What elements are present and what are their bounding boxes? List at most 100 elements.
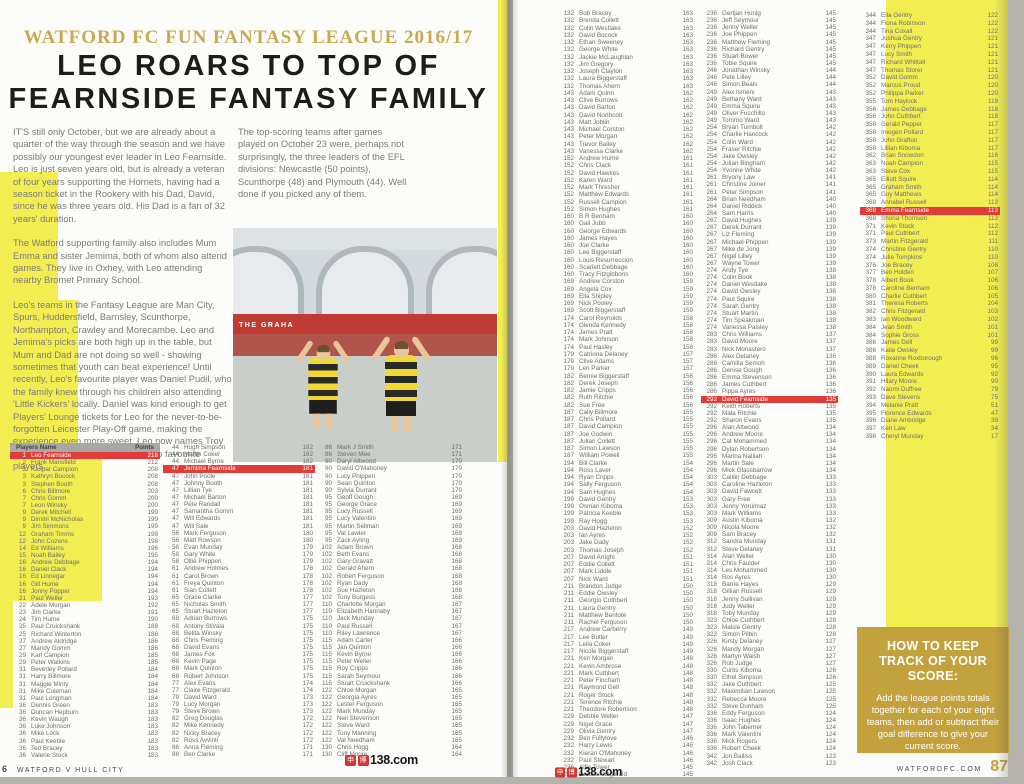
player-name: Chris Pollard (579, 416, 616, 423)
points: 199 (147, 509, 158, 517)
player-name: Barrie Hayes (722, 581, 759, 589)
rank: 160 (563, 227, 574, 235)
points: 145 (825, 38, 836, 46)
points: 137 (825, 345, 836, 353)
table-row: 21 Paul Weller 193 (10, 595, 160, 602)
player-name: Bryony Law (722, 174, 755, 182)
table-row: 267 Mike de Jong 139 (701, 246, 838, 253)
points: 138 (825, 309, 836, 317)
points: 157 (682, 350, 693, 358)
player-name: Florence Edwards (881, 409, 932, 417)
player-name: Mark J Smith (337, 444, 374, 451)
table-row: 110 Jack Munday 167 (316, 615, 464, 622)
player-name: David O'Mahoney (337, 465, 387, 473)
player-name: Karen Ward (579, 176, 613, 184)
table-row: 143 Michael Corston 162 (558, 126, 695, 133)
table-row: 16 Daniel Clack 194 (10, 566, 160, 573)
points: 158 (682, 321, 693, 329)
league-table-col-4: 132 Bob Bracey 163 132 Brenda Collett 163 132 C… (558, 10, 695, 779)
points: 181 (302, 515, 313, 523)
points: 133 (825, 474, 836, 482)
rank: 61 (171, 586, 179, 594)
table-row: 9 Derek Mitchell 199 (10, 509, 160, 516)
points: 165 (451, 722, 462, 730)
table-row: 274 Andy Tye 138 (701, 267, 838, 274)
rank: 203 (563, 546, 574, 554)
rank: 132 (563, 75, 574, 83)
points: 133 (825, 502, 836, 510)
table-row: 199 Patricia Keeble 153 (558, 510, 695, 517)
points: 139 (825, 245, 836, 253)
rank: 381 (865, 300, 876, 308)
points: 133 (825, 509, 836, 517)
player-name: Tommo Ward (722, 117, 760, 125)
player-name: Lee Butler (579, 633, 608, 641)
rank: 312 (706, 538, 717, 546)
article-paragraph: IT'S still only October, but we are alre… (13, 127, 227, 224)
sponsor-138-logo: 申 博 138.com (345, 753, 418, 767)
rank: 61 (171, 579, 179, 587)
player-name: Daniel Riddick (722, 202, 763, 210)
points: 121 (987, 66, 998, 74)
player-name: Martin Sellman (337, 522, 379, 530)
player-name: Brian Snowdon (881, 152, 924, 160)
table-row: 187 William Powell 155 (558, 452, 695, 459)
player-name: Nigel Lilley (722, 252, 753, 260)
player-name: Ethel Simpson (722, 674, 763, 682)
rank: 143 (563, 140, 574, 148)
points: 183 (147, 751, 158, 759)
points: 130 (825, 574, 836, 582)
table-row: 383 Ian Woodward 102 (860, 316, 1000, 324)
player-name: Alfie Tower (579, 764, 610, 771)
rank: 82 (171, 736, 179, 744)
rank: 296 (706, 445, 717, 453)
player-name: Russell Campion (579, 198, 627, 206)
table-row: 363 Steve Cox 115 (860, 168, 1000, 176)
rank: 211 (563, 597, 574, 605)
player-name: Katie Owsley (881, 347, 918, 355)
points: 132 (825, 524, 836, 532)
table-row: 267 Liz Fleming 139 (701, 231, 838, 238)
player-name: Will Sale (184, 522, 209, 530)
player-name: Daniel Clack (31, 566, 67, 574)
headline-line1: LEO ROARS TO TOP OF (57, 50, 440, 82)
player-name: Clive Adams (579, 358, 614, 365)
table-row: 160 Gail Jubb 160 (558, 220, 695, 227)
table-row: 296 Andrew Moore 134 (701, 431, 838, 438)
player-name: Ian Woodward (881, 316, 922, 324)
points: 163 (682, 68, 693, 75)
rank: 356 (865, 113, 876, 121)
points: 152 (682, 546, 693, 554)
rank: 221 (563, 677, 574, 684)
player-name: David Ward (184, 693, 217, 701)
rank: 303 (706, 474, 717, 482)
points: 162 (682, 140, 693, 148)
table-row: 182 Derek Joseph 156 (558, 380, 695, 387)
table-row: 68 Antony Stivala 175 (163, 623, 315, 630)
rank: 152 (563, 191, 574, 199)
player-name: John Poole (184, 472, 216, 480)
rank: 152 (563, 198, 574, 206)
points: 175 (302, 615, 313, 623)
player-name: Simon Lawson (579, 445, 621, 452)
table-row: 160 Joe Clarke 160 (558, 242, 695, 249)
player-name: Ben Fullylove (579, 735, 617, 742)
table-row: 336 Mark Valentini 124 (701, 731, 838, 738)
table-row: 274 Paul Squire 138 (701, 296, 838, 303)
points: 170 (451, 479, 462, 487)
player-name: Lillian Kiboma (881, 144, 921, 152)
player-name: Antony Stivala (184, 622, 225, 630)
table-row: 303 Mark Williams 133 (701, 510, 838, 517)
points: 124 (825, 745, 836, 753)
table-row: 132 Jackie McLaughlan 163 (558, 54, 695, 61)
player-name: Tony Manning (337, 729, 377, 737)
points: 168 (451, 586, 462, 594)
table-row: 376 Joe Bracey 108 (860, 262, 1000, 270)
points: 133 (825, 488, 836, 496)
table-row: 187 Julian Collett 155 (558, 438, 695, 445)
table-row: 122 Neil Stevenson 165 (316, 715, 464, 722)
table-row: 199 Ray Hogg 153 (558, 518, 695, 525)
table-row: 132 Bob Bracey 163 (558, 10, 695, 17)
rank: 187 (563, 445, 574, 452)
